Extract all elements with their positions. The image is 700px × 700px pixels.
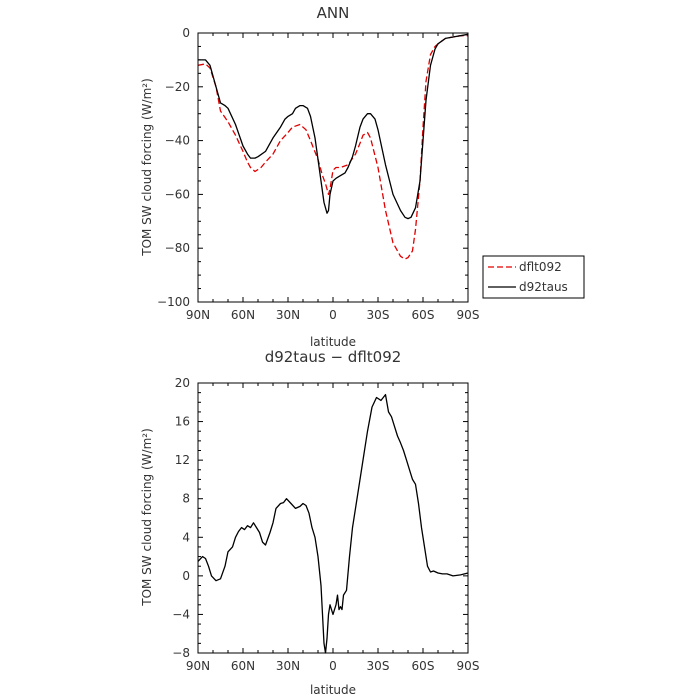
legend: dflt092 d92taus xyxy=(482,255,585,299)
xlabel-top: latitude xyxy=(310,335,356,349)
x-tick-label-top: 30S xyxy=(367,308,390,322)
y-tick-label-bottom: −8 xyxy=(172,646,190,660)
x-tick-label-top: 90N xyxy=(186,308,210,322)
plot-frame-top xyxy=(197,32,469,303)
legend-box xyxy=(482,255,585,299)
y-tick-label-bottom: 8 xyxy=(182,492,190,506)
y-tick-label-bottom: 16 xyxy=(175,415,190,429)
y-tick-label-bottom: −4 xyxy=(172,607,190,621)
ticks-bottom: 90N 60N 30N 0 30S 60S 90S 20 16 12 8 4 0 −4 −8 xyxy=(172,376,479,673)
chart-title-top: ANN xyxy=(317,4,350,22)
legend-label-dflt092: dflt092 xyxy=(519,260,562,274)
chart-panel-top: ANN TOM SW cloud forcing (W/m²) latitude… xyxy=(140,4,585,349)
series-lines-top xyxy=(197,33,469,260)
xlabel-bottom: latitude xyxy=(310,683,356,697)
y-tick-label-top: −80 xyxy=(165,241,190,255)
series-line-bottom-0 xyxy=(197,393,469,654)
x-tick-label-bottom: 0 xyxy=(329,659,337,673)
x-tick-label-bottom: 30S xyxy=(367,659,390,673)
series-line-top-dflt092 xyxy=(197,35,468,260)
y-tick-label-top: 0 xyxy=(182,26,190,40)
ylabel-bottom: TOM SW cloud forcing (W/m²) xyxy=(140,428,154,607)
x-tick-label-top: 0 xyxy=(329,308,337,322)
x-tick-label-top: 60N xyxy=(231,308,255,322)
x-tick-label-top: 30N xyxy=(276,308,300,322)
x-tick-label-bottom: 60N xyxy=(231,659,255,673)
x-tick-label-bottom: 90N xyxy=(186,659,210,673)
chart-panel-bottom: d92taus − dflt092 TOM SW cloud forcing (… xyxy=(140,348,479,697)
x-tick-label-top: 90S xyxy=(457,308,480,322)
y-tick-label-bottom: 4 xyxy=(182,530,190,544)
y-tick-label-bottom: 0 xyxy=(182,569,190,583)
y-tick-label-top: −100 xyxy=(157,295,190,309)
y-tick-label-top: −20 xyxy=(165,80,190,94)
plot-frame-bottom xyxy=(197,382,469,654)
y-tick-label-bottom: 20 xyxy=(175,376,190,390)
x-tick-label-bottom: 30N xyxy=(276,659,300,673)
y-tick-label-top: −60 xyxy=(165,187,190,201)
chart-title-bottom: d92taus − dflt092 xyxy=(265,348,402,366)
ticks-top: 90N 60N 30N 0 30S 60S 90S 0 −20 −40 −60 −80 −100 xyxy=(157,26,479,322)
series-line-top-d92taus xyxy=(198,33,469,220)
series-lines-bottom xyxy=(197,393,469,654)
x-tick-label-bottom: 90S xyxy=(457,659,480,673)
x-tick-label-bottom: 60S xyxy=(412,659,435,673)
y-tick-label-top: −40 xyxy=(165,134,190,148)
legend-label-d92taus: d92taus xyxy=(519,280,568,294)
ylabel-top: TOM SW cloud forcing (W/m²) xyxy=(140,78,154,257)
y-tick-label-bottom: 12 xyxy=(175,453,190,467)
x-tick-label-top: 60S xyxy=(412,308,435,322)
